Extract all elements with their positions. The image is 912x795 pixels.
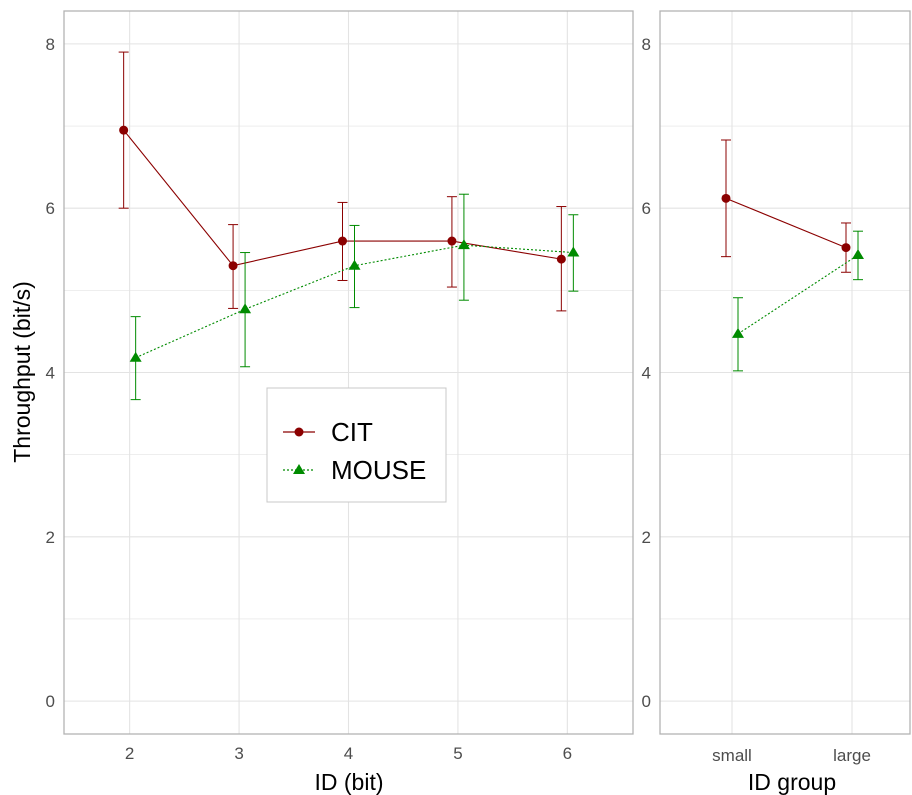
left-x-tick-label: 2 [125,744,134,763]
mouse-point [129,351,142,362]
right-y-tick-label: 6 [642,199,651,218]
cit-point [338,236,347,246]
cit-point [228,261,238,271]
legend-mouse-label: MOUSE [331,455,426,485]
left-panel: 0 2 4 6 8 2 3 4 5 6 [46,10,634,763]
left-y-tick-label: 8 [46,35,55,54]
right-panel-border [659,10,911,735]
y-axis-title: Throughput (bit/s) [9,281,35,463]
cit-point [841,243,851,253]
mouse-point [852,249,864,260]
legend-box [266,387,447,503]
mouse-series-line [737,254,859,335]
mouse-point [732,327,744,338]
mouse-point [239,303,252,314]
left-y-tick-label: 6 [46,199,55,218]
mouse-point [348,259,361,270]
left-y-tick-label: 4 [46,364,55,383]
left-x-tick-label: 6 [563,744,572,763]
left-x-tick-label: 3 [234,744,243,763]
left-x-tick-label: 5 [453,744,462,763]
right-y-tick-label: 2 [642,528,651,547]
legend-cit-label: CIT [331,417,373,447]
left-x-tick-label: 4 [344,744,353,763]
x-axis-title-left: ID (bit) [315,769,384,795]
legend: CIT MOUSE [266,387,447,503]
left-panel-border [63,10,634,735]
cit-point [119,125,129,135]
right-x-tick-label: small [712,746,752,765]
right-y-tick-label: 8 [642,35,651,54]
cit-point [721,193,731,203]
right-x-tick-label: large [833,746,871,765]
right-y-tick-label: 0 [642,692,651,711]
left-y-tick-label: 0 [46,692,55,711]
mouse-point [457,239,470,250]
x-axis-title-right: ID group [748,769,836,795]
legend-cit-marker [294,427,304,437]
mouse-point [567,246,580,257]
right-panel: 0 2 4 6 8 small large [642,10,911,765]
legend-mouse-marker [293,464,305,474]
left-y-tick-label: 2 [46,528,55,547]
cit-series-line [725,197,847,249]
cit-point [556,254,566,264]
cit-point [447,236,457,246]
right-y-tick-label: 4 [642,364,651,383]
